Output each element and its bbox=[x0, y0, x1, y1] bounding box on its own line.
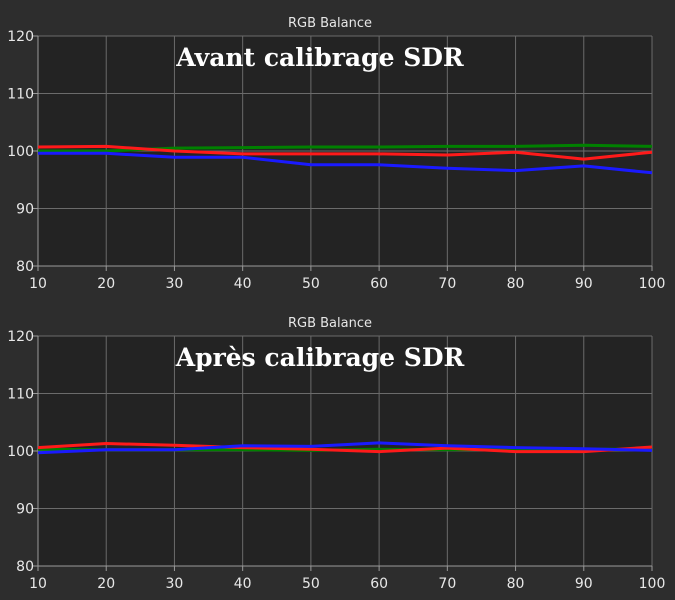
y-tick-label: 90 bbox=[16, 502, 34, 518]
overlay-heading: Après calibrage SDR bbox=[175, 343, 465, 372]
y-tick-label: 120 bbox=[7, 29, 34, 45]
x-tick-label: 20 bbox=[97, 576, 115, 592]
overlay-heading: Avant calibrage SDR bbox=[175, 43, 464, 72]
x-tick-label: 40 bbox=[234, 576, 252, 592]
y-tick-label: 110 bbox=[7, 87, 34, 103]
x-tick-label: 60 bbox=[370, 276, 388, 292]
x-tick-label: 10 bbox=[29, 576, 47, 592]
chart-title: RGB Balance bbox=[288, 316, 372, 331]
series-line-2 bbox=[37, 441, 653, 455]
x-tick-label: 30 bbox=[166, 276, 184, 292]
chart-after: 10 20 30 40 50 60 70 80 90 100 80 90 100 110 120 RGB Ba… bbox=[7, 316, 666, 592]
y-tick-label: 110 bbox=[7, 387, 34, 403]
series-line-2 bbox=[38, 151, 653, 175]
y-tick-label: 80 bbox=[16, 259, 34, 275]
y-tick-label: 80 bbox=[16, 559, 34, 575]
x-tick-label: 20 bbox=[97, 276, 115, 292]
x-tick-label: 80 bbox=[507, 276, 525, 292]
x-tick-label: 70 bbox=[438, 276, 456, 292]
x-tick-label: 80 bbox=[507, 576, 525, 592]
chart-panel-after: 10 20 30 40 50 60 70 80 90 100 80 90 100 110 120 RGB Ba… bbox=[0, 300, 675, 600]
chart-title: RGB Balance bbox=[288, 16, 372, 31]
x-tick-label: 50 bbox=[302, 276, 320, 292]
x-tick-label: 10 bbox=[29, 276, 47, 292]
series-line-1 bbox=[37, 442, 653, 454]
y-tick-label: 100 bbox=[7, 444, 34, 460]
x-tick-label: 90 bbox=[575, 576, 593, 592]
x-tick-label: 100 bbox=[639, 576, 666, 592]
x-tick-label: 70 bbox=[438, 576, 456, 592]
x-tick-label: 90 bbox=[575, 276, 593, 292]
x-tick-label: 40 bbox=[234, 276, 252, 292]
x-tick-label: 60 bbox=[370, 576, 388, 592]
x-tick-label: 50 bbox=[302, 576, 320, 592]
x-tick-label: 30 bbox=[166, 576, 184, 592]
y-tick-label: 100 bbox=[7, 144, 34, 160]
chart-panel-before: 10 20 30 40 50 60 70 80 90 100 80 90 100 110 120 RGB Ba… bbox=[7, 16, 666, 292]
y-tick-label: 90 bbox=[16, 202, 34, 218]
chart-before: 10 20 30 40 50 60 70 80 90 100 80 90 100 110 120 RGB Ba… bbox=[7, 16, 666, 292]
y-tick-label: 120 bbox=[7, 329, 34, 345]
series-line-1 bbox=[37, 144, 653, 161]
x-tick-label: 100 bbox=[639, 276, 666, 292]
